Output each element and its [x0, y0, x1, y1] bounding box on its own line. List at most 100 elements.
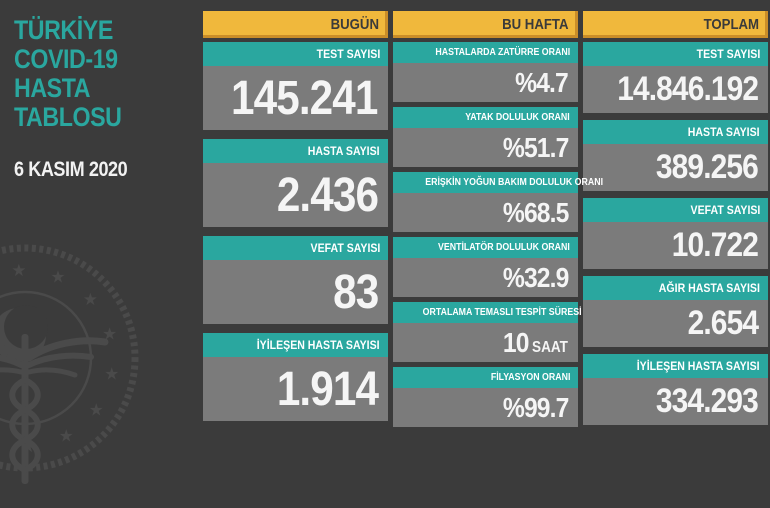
stat-value: 10 SAAT	[393, 323, 578, 362]
svg-text:★: ★	[59, 427, 74, 447]
stat-value-text: %4.7	[515, 66, 569, 98]
stat-label: VEFAT SAYISI	[583, 198, 768, 222]
stat-label-text: ERİŞKİN YOĞUN BAKIM DOLULUK ORANI	[425, 177, 604, 188]
stat-value-text: %99.7	[502, 391, 569, 423]
stat-value: %4.7	[393, 63, 578, 102]
stat-label: TEST SAYISI	[583, 42, 768, 66]
stat-label: ERİŞKİN YOĞUN BAKIM DOLULUK ORANI	[393, 172, 603, 193]
svg-text:★: ★	[89, 401, 104, 421]
svg-text:★: ★	[11, 261, 26, 281]
stat-label-text: İYİLEŞEN HASTA SAYISI	[637, 359, 760, 373]
stat-value: 334.293	[583, 378, 768, 425]
stat-value: 1.914	[203, 357, 388, 421]
stat-label: İYİLEŞEN HASTA SAYISI	[203, 333, 388, 357]
stat-value: 10.722	[583, 222, 768, 269]
report-date: 6 KASIM 2020	[14, 158, 203, 182]
stat-card-hasta-sayisi-toplam: HASTA SAYISI 389.256	[583, 120, 768, 191]
stat-value-text: 14.846.192	[617, 70, 759, 108]
stat-label: HASTA SAYISI	[203, 139, 388, 163]
stat-label-text: HASTA SAYISI	[688, 125, 760, 139]
stat-value: 145.241	[203, 66, 388, 130]
stat-value: %51.7	[393, 128, 578, 167]
column-toplam: TOPLAM TEST SAYISI 14.846.192 HASTA SAYI…	[583, 11, 768, 432]
stat-value-text: %51.7	[502, 131, 569, 163]
stat-card-zaturre-orani: HASTALARDA ZATÜRRE ORANI %4.7	[393, 42, 578, 102]
stat-label-text: TEST SAYISI	[696, 47, 760, 61]
stat-value-number: 10	[502, 326, 530, 358]
report-date-text: 6 KASIM 2020	[14, 158, 128, 181]
stat-card-temasli-tespit-suresi: ORTALAMA TEMASLI TESPİT SÜRESİ 10 SAAT	[393, 302, 582, 362]
stat-value-text: %68.5	[502, 196, 569, 228]
stat-card-test-sayisi-bugun: TEST SAYISI 145.241	[203, 42, 388, 130]
stat-label-text: VENTİLATÖR DOLULUK ORANI	[438, 242, 570, 253]
stat-card-iyilesen-hasta-toplam: İYİLEŞEN HASTA SAYISI 334.293	[583, 354, 768, 425]
stat-label-text: HASTA SAYISI	[308, 144, 380, 158]
stat-label: ORTALAMA TEMASLI TESPİT SÜRESİ	[393, 302, 582, 323]
stat-label-text: VEFAT SAYISI	[310, 241, 380, 255]
column-bu-hafta: BU HAFTA HASTALARDA ZATÜRRE ORANI %4.7 Y…	[393, 11, 603, 432]
stat-card-yatak-doluluk: YATAK DOLULUK ORANI %51.7	[393, 107, 578, 167]
stat-card-test-sayisi-toplam: TEST SAYISI 14.846.192	[583, 42, 768, 113]
stat-label-text: YATAK DOLULUK ORANI	[465, 112, 570, 123]
stat-value: 83	[203, 260, 388, 324]
stat-card-ventilator-doluluk: VENTİLATÖR DOLULUK ORANI %32.9	[393, 237, 578, 297]
stat-value-text: 2.436	[276, 168, 379, 222]
stat-label-text: İYİLEŞEN HASTA SAYISI	[257, 338, 380, 352]
stat-label-text: AĞIR HASTA SAYISI	[658, 281, 760, 295]
svg-text:★: ★	[83, 290, 98, 310]
stat-card-iyilesen-hasta-bugun: İYİLEŞEN HASTA SAYISI 1.914	[203, 333, 388, 421]
column-header-text: BUGÜN	[330, 16, 379, 33]
stat-label: FİLYASYON ORANI	[393, 367, 578, 388]
page-title-line: COVID-19	[14, 44, 118, 74]
stat-card-hasta-sayisi-bugun: HASTA SAYISI 2.436	[203, 139, 388, 227]
svg-text:★: ★	[50, 267, 65, 287]
stat-label-text: ORTALAMA TEMASLI TESPİT SÜRESİ	[422, 307, 582, 318]
stat-value-text: 83	[332, 265, 379, 319]
column-header-bu-hafta: BU HAFTA	[393, 11, 578, 38]
stat-label-text: HASTALARDA ZATÜRRE ORANI	[435, 47, 570, 58]
page-title: TÜRKİYE COVID-19 HASTA TABLOSU	[0, 0, 203, 132]
page-title-line: HASTA	[14, 73, 91, 103]
stat-card-yogun-bakim-doluluk: ERİŞKİN YOĞUN BAKIM DOLULUK ORANI %68.5	[393, 172, 603, 232]
stat-value: 14.846.192	[583, 66, 768, 113]
stat-value-unit: SAAT	[532, 338, 568, 356]
stat-value-text: 1.914	[276, 362, 379, 416]
stat-card-filyasyon-orani: FİLYASYON ORANI %99.7	[393, 367, 578, 427]
stat-label: HASTA SAYISI	[583, 120, 768, 144]
column-header-text: TOPLAM	[703, 16, 759, 33]
stat-value-text: 2.654	[687, 304, 759, 342]
stat-label: HASTALARDA ZATÜRRE ORANI	[393, 42, 578, 63]
stats-columns: BUGÜN TEST SAYISI 145.241 HASTA SAYISI 2…	[203, 11, 768, 432]
stat-label: VENTİLATÖR DOLULUK ORANI	[393, 237, 578, 258]
stat-label-text: FİLYASYON ORANI	[490, 372, 570, 383]
stat-value-text: %32.9	[502, 261, 569, 293]
page-title-line: TABLOSU	[14, 102, 122, 132]
stat-value: 2.654	[583, 300, 768, 347]
stat-value-text: 334.293	[656, 382, 759, 420]
column-bugun: BUGÜN TEST SAYISI 145.241 HASTA SAYISI 2…	[203, 11, 388, 432]
stat-value: %68.5	[393, 193, 578, 232]
page-title-line: TÜRKİYE	[14, 15, 113, 45]
column-header-text: BU HAFTA	[502, 16, 569, 33]
sidebar: TÜRKİYE COVID-19 HASTA TABLOSU 6 KASIM 2…	[0, 0, 203, 484]
stat-label: TEST SAYISI	[203, 42, 388, 66]
stat-label: YATAK DOLULUK ORANI	[393, 107, 578, 128]
ministry-of-health-emblem-icon: ★★ ★★ ★★ ★★ ★★ ★★ ★★ ★	[0, 244, 139, 484]
stat-value-text: 389.256	[656, 148, 759, 186]
stat-value-text: 10.722	[671, 226, 759, 264]
stat-card-agir-hasta-sayisi: AĞIR HASTA SAYISI 2.654	[583, 276, 768, 347]
stat-value: %99.7	[393, 388, 578, 427]
stat-value: 2.436	[203, 163, 388, 227]
stat-label: AĞIR HASTA SAYISI	[583, 276, 768, 300]
stat-value-text: 10 SAAT	[503, 327, 568, 359]
stat-label: VEFAT SAYISI	[203, 236, 388, 260]
stat-card-vefat-sayisi-toplam: VEFAT SAYISI 10.722	[583, 198, 768, 269]
stat-label-text: TEST SAYISI	[316, 47, 380, 61]
column-header-bugun: BUGÜN	[203, 11, 388, 38]
stat-label: İYİLEŞEN HASTA SAYISI	[583, 354, 768, 378]
column-header-toplam: TOPLAM	[583, 11, 768, 38]
stat-value: %32.9	[393, 258, 578, 297]
stat-value: 389.256	[583, 144, 768, 191]
stat-value-text: 145.241	[231, 71, 378, 125]
stat-card-vefat-sayisi-bugun: VEFAT SAYISI 83	[203, 236, 388, 324]
